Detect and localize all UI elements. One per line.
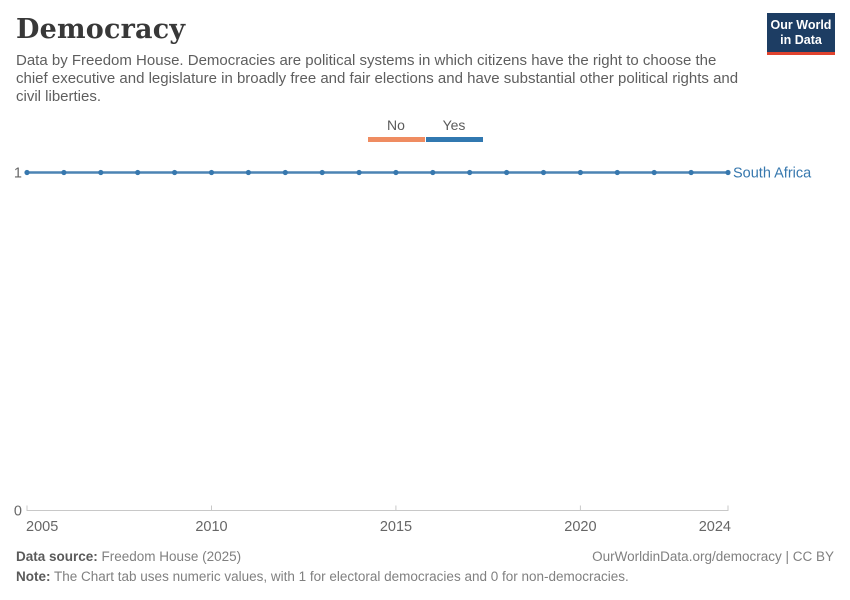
legend-label-no: No [387,117,405,133]
data-point[interactable] [208,169,215,176]
data-point[interactable] [614,169,620,176]
legend-item-no[interactable]: No [367,117,425,142]
data-point[interactable] [393,169,399,176]
data-point[interactable] [245,169,251,176]
data-source-value: Freedom House (2025) [97,549,242,564]
chart-subtitle: Data by Freedom House. Democracies are p… [16,52,739,105]
x-tick-label: 2010 [195,519,227,535]
x-tick-label: 2024 [699,519,731,535]
data-point[interactable] [688,169,694,176]
y-tick-label: 1 [14,166,22,182]
page-title: Democracy [16,14,186,45]
data-point[interactable] [577,169,584,176]
legend-label-yes: Yes [442,117,466,133]
data-point[interactable] [467,169,473,176]
data-point[interactable] [24,169,30,176]
owid-logo[interactable]: Our World in Data [767,13,835,55]
x-tick-label: 2020 [564,519,596,535]
data-point[interactable] [725,169,731,176]
data-source-text: Data source: Freedom House (2025) [16,547,241,567]
entity-label[interactable]: South Africa [733,166,812,182]
data-point[interactable] [651,169,657,176]
legend-swatch-no [367,137,425,142]
note-label: Note: [16,569,51,584]
x-axis-line [26,505,729,511]
data-point[interactable] [98,169,104,176]
x-tick-label: 2015 [380,519,412,535]
data-point[interactable] [356,169,362,176]
chart-legend: No Yes [0,117,850,142]
chart-header: Democracy Our World in Data [16,13,835,55]
data-point[interactable] [504,169,510,176]
owid-logo-line2: in Data [780,32,822,47]
data-point[interactable] [430,169,436,176]
note-text: Note: The Chart tab uses numeric values,… [16,569,629,584]
data-point[interactable] [172,169,178,176]
y-tick-label: 0 [14,504,22,520]
owid-logo-line1: Our World [770,18,832,32]
data-point[interactable] [540,169,547,176]
data-point[interactable] [61,169,67,176]
data-point[interactable] [319,169,325,176]
data-point[interactable] [282,169,288,176]
legend-swatch-yes [425,137,483,142]
chart-footer: Data source: Freedom House (2025) OurWor… [16,547,834,587]
citation-link[interactable]: OurWorldinData.org/democracy | CC BY [592,549,834,564]
legend-item-yes[interactable]: Yes [425,117,483,142]
data-point[interactable] [135,169,141,176]
x-tick-label: 2005 [26,519,58,535]
data-source-label: Data source: [16,549,98,564]
note-value: The Chart tab uses numeric values, with … [50,569,629,584]
